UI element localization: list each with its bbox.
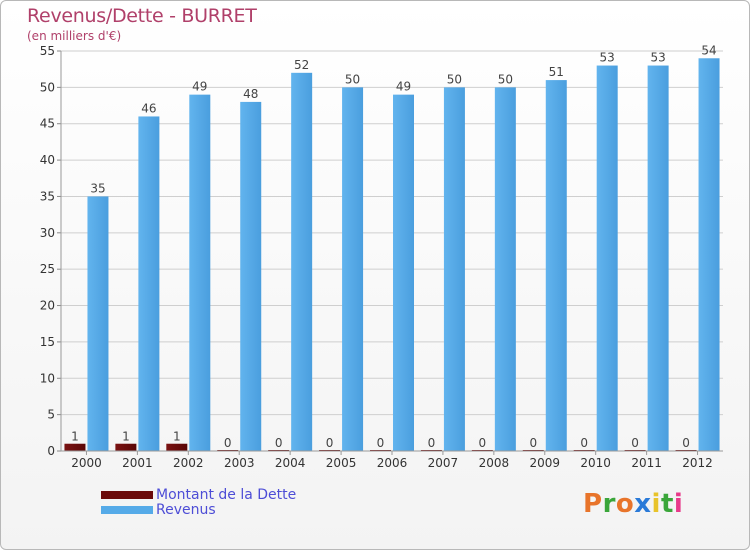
bar-revenus	[443, 87, 465, 451]
y-tick-label: 10	[40, 371, 55, 385]
x-tick-label: 2004	[275, 456, 306, 470]
bar-revenus	[240, 101, 262, 451]
data-label-debt: 0	[479, 436, 487, 450]
bar-revenus	[494, 87, 516, 451]
y-tick-label: 5	[47, 408, 55, 422]
y-tick-label: 30	[40, 226, 55, 240]
x-tick-label: 2000	[71, 456, 102, 470]
data-label-debt: 0	[682, 436, 690, 450]
logo-letter: t	[660, 489, 674, 519]
logo-letter: i	[651, 489, 661, 519]
legend-swatch-debt	[101, 490, 153, 499]
x-tick-label: 2009	[529, 456, 560, 470]
data-label-revenus: 51	[549, 65, 564, 79]
data-label-debt: 1	[71, 430, 79, 444]
bar-revenus	[291, 72, 313, 452]
data-label-revenus: 49	[396, 80, 411, 94]
bar-revenus	[647, 65, 669, 451]
data-label-revenus: 35	[90, 181, 105, 195]
legend-label-revenus: Revenus	[156, 501, 216, 518]
data-label-revenus: 46	[141, 101, 156, 115]
y-tick-label: 25	[40, 262, 55, 276]
x-tick-label: 2007	[428, 456, 459, 470]
data-label-debt: 0	[377, 436, 385, 450]
bar-revenus	[698, 58, 720, 451]
data-label-debt: 1	[122, 430, 130, 444]
x-tick-label: 2003	[224, 456, 255, 470]
chart-legend: Montant de la Dette Revenus	[101, 486, 297, 518]
bar-revenus	[545, 80, 567, 451]
y-tick-label: 40	[40, 153, 55, 167]
data-label-revenus: 53	[650, 51, 665, 65]
y-tick-label: 15	[40, 335, 55, 349]
x-tick-label: 2005	[326, 456, 357, 470]
legend-label-debt: Montant de la Dette	[156, 486, 297, 503]
logo-letter: i	[673, 489, 684, 519]
data-label-revenus: 53	[600, 51, 615, 65]
logo-letter: P	[583, 489, 603, 519]
logo-letter: o	[615, 489, 635, 519]
data-label-debt: 0	[580, 436, 588, 450]
x-tick-label: 2008	[479, 456, 510, 470]
bar-revenus	[138, 116, 160, 452]
y-tick-label: 50	[40, 80, 55, 94]
legend-item-debt: Montant de la Dette	[101, 486, 297, 503]
x-tick-label: 2011	[631, 456, 662, 470]
legend-swatch-revenus	[101, 505, 153, 514]
data-label-revenus: 54	[701, 43, 716, 57]
x-tick-label: 2006	[377, 456, 408, 470]
bar-debt	[115, 443, 137, 451]
data-label-revenus: 50	[498, 72, 513, 86]
proxiti-logo: Proxiti	[583, 489, 683, 519]
data-label-revenus: 50	[447, 72, 462, 86]
x-tick-label: 2001	[122, 456, 153, 470]
data-label-debt: 0	[529, 436, 537, 450]
bar-revenus	[189, 94, 211, 452]
data-label-revenus: 48	[243, 87, 258, 101]
y-tick-label: 45	[40, 117, 55, 131]
bar-debt	[166, 443, 188, 451]
bar-debt	[64, 443, 86, 451]
bar-revenus	[87, 196, 109, 451]
data-label-debt: 0	[326, 436, 334, 450]
data-label-revenus: 49	[192, 80, 207, 94]
bar-revenus	[393, 94, 414, 452]
y-tick-label: 20	[40, 299, 55, 313]
bar-revenus	[342, 87, 364, 451]
y-tick-label: 0	[47, 444, 55, 458]
data-label-debt: 0	[275, 436, 283, 450]
bar-revenus	[596, 65, 618, 451]
chart-title: Revenus/Dette - BURRET	[27, 5, 257, 27]
x-tick-label: 2002	[173, 456, 204, 470]
data-label-debt: 0	[224, 436, 232, 450]
data-label-debt: 0	[631, 436, 639, 450]
chart-subtitle: (en milliers d'€)	[27, 29, 122, 43]
logo-letter: r	[602, 489, 616, 519]
x-tick-label: 2010	[580, 456, 611, 470]
logo-letter: x	[634, 489, 652, 519]
data-label-revenus: 52	[294, 58, 309, 72]
x-tick-label: 2012	[682, 456, 713, 470]
y-tick-label: 55	[40, 44, 55, 58]
data-label-revenus: 50	[345, 72, 360, 86]
legend-item-revenus: Revenus	[101, 501, 296, 518]
data-label-debt: 0	[428, 436, 436, 450]
data-label-debt: 1	[173, 430, 181, 444]
y-tick-label: 35	[40, 189, 55, 203]
